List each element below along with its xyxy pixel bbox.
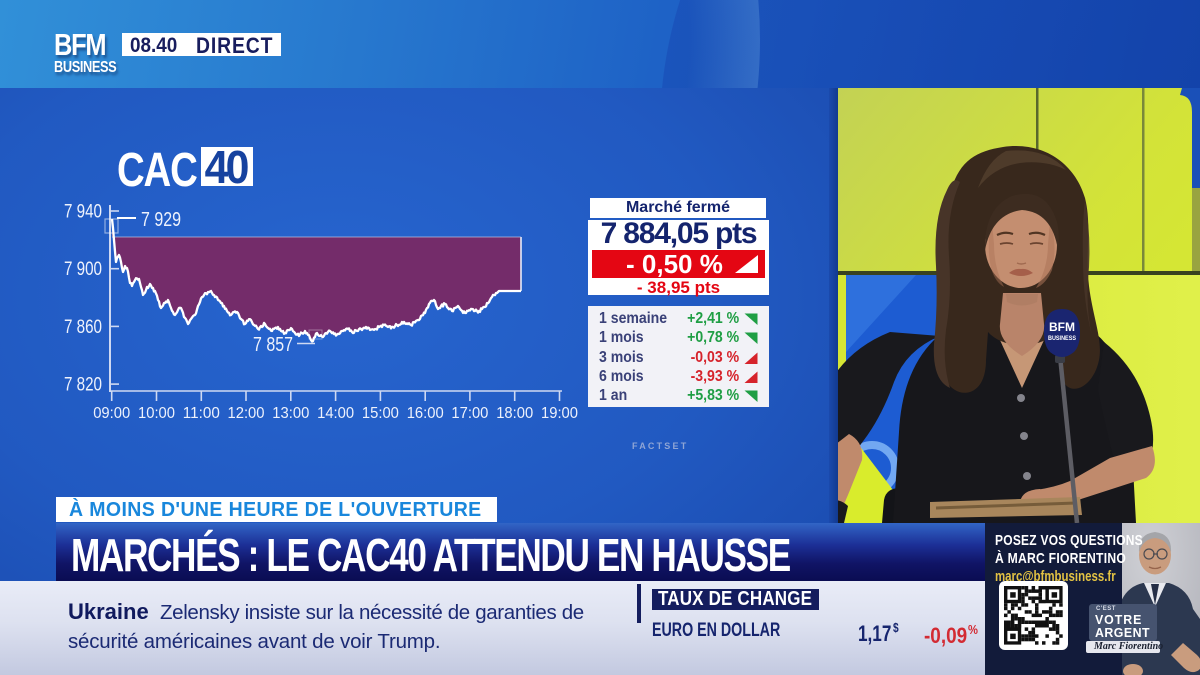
svg-text:7 857: 7 857 <box>253 334 293 356</box>
svg-text:10:00: 10:00 <box>138 405 175 422</box>
svg-text:7 940: 7 940 <box>64 202 102 223</box>
svg-text:12:00: 12:00 <box>228 405 265 422</box>
svg-text:14:00: 14:00 <box>317 405 354 422</box>
svg-text:7 929: 7 929 <box>141 209 181 231</box>
svg-text:09:00: 09:00 <box>93 405 130 422</box>
svg-text:15:00: 15:00 <box>362 405 399 422</box>
svg-text:7 900: 7 900 <box>64 259 102 280</box>
svg-text:19:00: 19:00 <box>541 405 578 422</box>
svg-text:BFM: BFM <box>1049 320 1075 334</box>
svg-text:11:00: 11:00 <box>183 405 220 422</box>
svg-text:BUSINESS: BUSINESS <box>1048 335 1077 342</box>
svg-text:7 860: 7 860 <box>64 317 102 338</box>
svg-text:13:00: 13:00 <box>272 405 309 422</box>
svg-text:16:00: 16:00 <box>407 405 444 422</box>
svg-text:18:00: 18:00 <box>496 405 533 422</box>
svg-text:17:00: 17:00 <box>451 405 488 422</box>
svg-text:7 820: 7 820 <box>64 375 102 396</box>
